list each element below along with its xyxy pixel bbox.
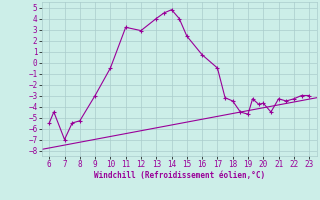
X-axis label: Windchill (Refroidissement éolien,°C): Windchill (Refroidissement éolien,°C) <box>94 171 265 180</box>
